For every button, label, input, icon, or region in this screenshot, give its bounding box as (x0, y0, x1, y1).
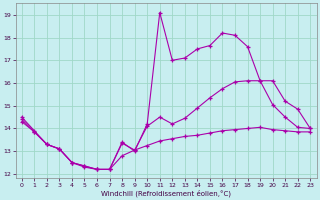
X-axis label: Windchill (Refroidissement éolien,°C): Windchill (Refroidissement éolien,°C) (101, 189, 231, 197)
